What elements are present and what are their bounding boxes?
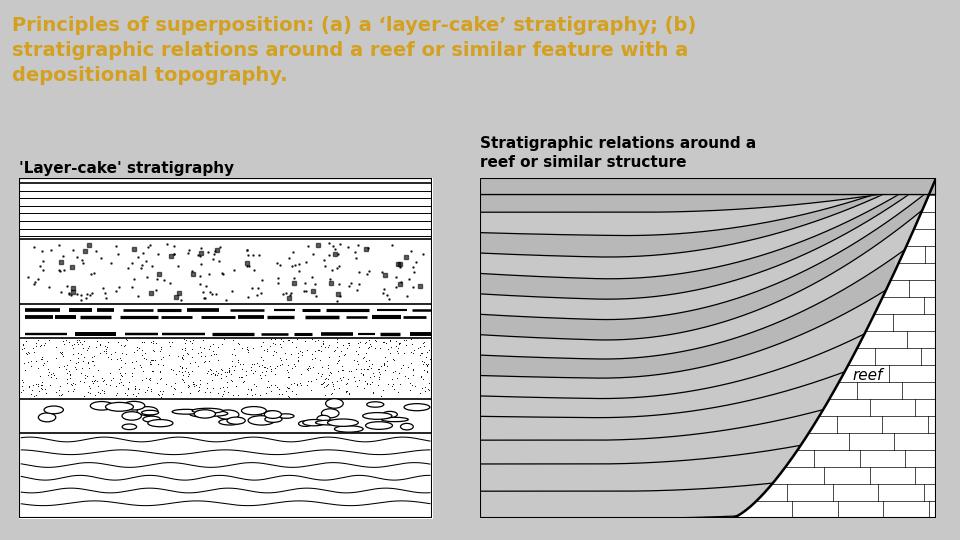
Ellipse shape — [172, 409, 200, 414]
Ellipse shape — [198, 411, 228, 416]
Polygon shape — [480, 256, 895, 378]
Ellipse shape — [265, 416, 282, 422]
Ellipse shape — [122, 424, 136, 430]
Ellipse shape — [194, 410, 215, 418]
Polygon shape — [480, 186, 930, 212]
Ellipse shape — [90, 402, 113, 410]
Ellipse shape — [381, 417, 408, 422]
Ellipse shape — [143, 416, 160, 422]
Ellipse shape — [137, 407, 157, 416]
Ellipse shape — [192, 408, 223, 413]
Ellipse shape — [367, 402, 384, 407]
Ellipse shape — [327, 419, 358, 426]
Polygon shape — [480, 192, 926, 340]
Ellipse shape — [248, 416, 275, 425]
Ellipse shape — [404, 404, 430, 411]
Text: reef: reef — [852, 368, 883, 383]
Ellipse shape — [44, 406, 63, 414]
Ellipse shape — [400, 423, 413, 430]
Text: Stratigraphic relations around a
reef or similar structure: Stratigraphic relations around a reef or… — [480, 137, 756, 170]
Ellipse shape — [106, 402, 133, 411]
Ellipse shape — [219, 419, 241, 425]
Ellipse shape — [148, 420, 173, 427]
Ellipse shape — [141, 410, 158, 415]
Polygon shape — [731, 178, 936, 518]
Ellipse shape — [382, 411, 397, 417]
Ellipse shape — [316, 420, 342, 425]
Text: Principles of superposition: (a) a ‘layer-cake’ stratigraphy; (b)
stratigraphic : Principles of superposition: (a) a ‘laye… — [12, 16, 696, 85]
Ellipse shape — [317, 415, 330, 422]
Polygon shape — [480, 168, 936, 257]
Ellipse shape — [278, 414, 294, 418]
Ellipse shape — [123, 401, 145, 410]
Ellipse shape — [325, 399, 344, 408]
Ellipse shape — [189, 409, 212, 417]
Ellipse shape — [122, 411, 141, 420]
Ellipse shape — [299, 421, 312, 427]
Ellipse shape — [334, 426, 363, 432]
Ellipse shape — [302, 420, 325, 426]
Ellipse shape — [227, 417, 245, 424]
Ellipse shape — [261, 411, 279, 418]
Ellipse shape — [322, 409, 339, 418]
Ellipse shape — [38, 413, 56, 422]
Ellipse shape — [242, 407, 266, 415]
Text: 'Layer-cake' stratigraphy: 'Layer-cake' stratigraphy — [19, 160, 234, 176]
Ellipse shape — [366, 422, 393, 429]
Ellipse shape — [264, 410, 281, 418]
Ellipse shape — [363, 413, 392, 420]
Ellipse shape — [217, 410, 239, 420]
Polygon shape — [480, 171, 936, 299]
